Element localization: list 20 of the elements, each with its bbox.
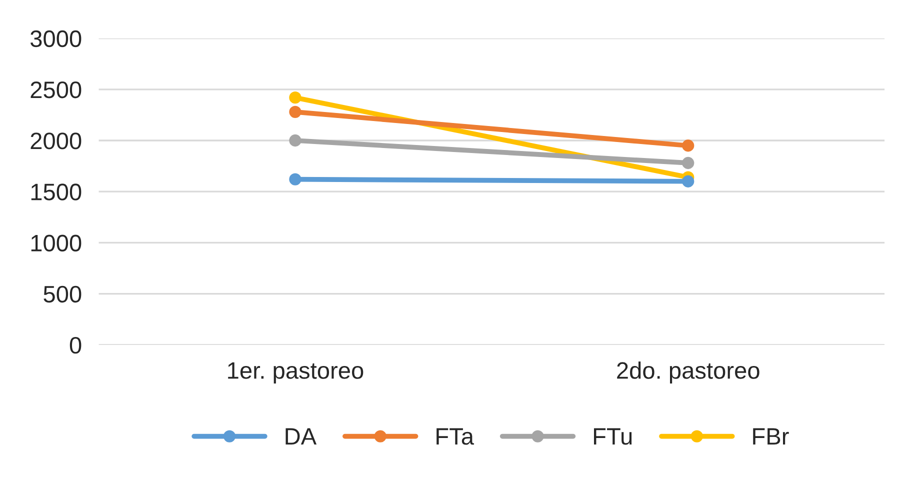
x-tick-label: 1er. pastoreo: [228, 362, 364, 384]
y-tick-label: 1500: [31, 184, 82, 200]
y-tick-label: 3000: [30, 30, 82, 48]
y-tick-label: 500: [44, 286, 82, 303]
x-tick-label: 2do. pastoreo: [617, 362, 760, 384]
legend-label: FTa: [436, 428, 474, 445]
y-tick-label: 0: [70, 336, 82, 354]
y-tick-label: 2500: [30, 81, 82, 98]
y-tick-label: 2000: [30, 132, 82, 150]
point: [289, 106, 302, 118]
point: [682, 175, 694, 188]
point: [682, 140, 694, 152]
point: [289, 92, 302, 104]
legend-label: FTu: [594, 428, 632, 445]
y-tick-label: 1000: [31, 234, 82, 252]
legend-label: DA: [286, 428, 317, 445]
point: [289, 173, 302, 186]
point: [289, 134, 302, 147]
legend-label: FBr: [753, 428, 789, 445]
point: [682, 156, 694, 170]
